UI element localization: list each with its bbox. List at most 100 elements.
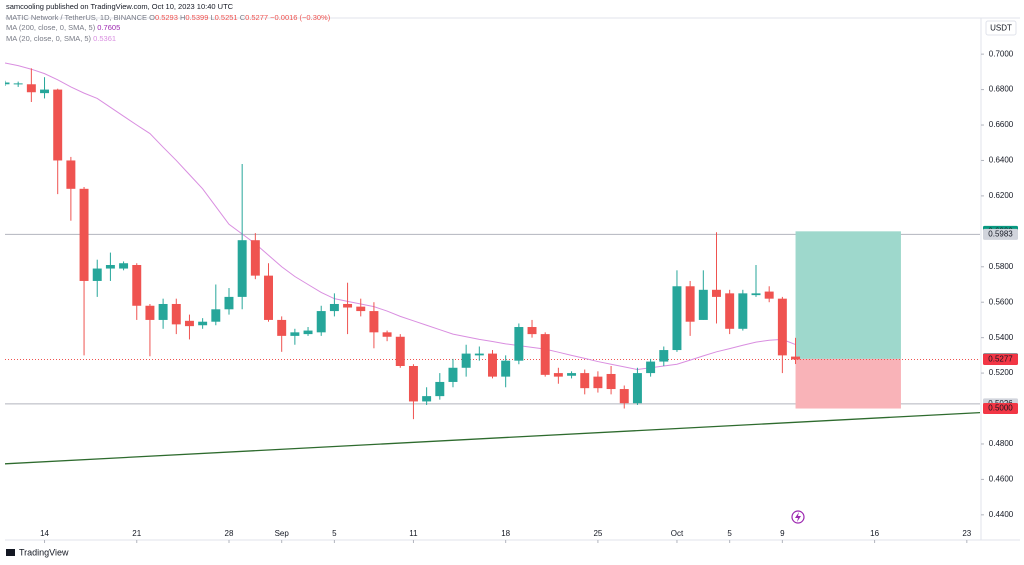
currency-box <box>985 20 1017 36</box>
candle-body <box>303 330 313 335</box>
y-tick-label: 0.5400 <box>989 333 1014 342</box>
candle-body <box>606 373 616 390</box>
candle-body <box>567 373 577 376</box>
candle-body <box>158 303 168 320</box>
candle-body <box>791 356 801 360</box>
candle-body <box>198 321 208 326</box>
ma-name: MA (200, close, 0, SMA, 5) <box>6 23 96 32</box>
ohlc-value: 0.5277 <box>245 12 269 22</box>
candle-body <box>738 293 748 329</box>
candle-body <box>26 84 36 93</box>
y-tick-label: 0.6600 <box>989 120 1014 129</box>
symbol-title: MATIC Network / TetherUS, 1D, BINANCE <box>6 12 148 22</box>
candle-body <box>119 263 129 269</box>
candle-body <box>250 240 260 276</box>
candle-body <box>408 366 418 402</box>
candle-body <box>448 367 458 382</box>
ma-name: MA (20, close, 0, SMA, 5) <box>6 33 92 43</box>
event-bolt <box>795 512 801 522</box>
x-tick-label: 25 <box>593 529 602 538</box>
candle-body <box>290 332 300 336</box>
candle-body <box>725 293 735 329</box>
y-tick-label: 0.4800 <box>989 439 1014 448</box>
candle-body <box>540 334 550 375</box>
candle-body <box>277 319 287 336</box>
candle-body <box>105 265 115 269</box>
candle-body <box>66 160 76 189</box>
brand-logo <box>6 549 15 556</box>
price-tag <box>983 353 1018 365</box>
candle-body <box>145 305 155 320</box>
currency: USDT <box>990 24 1012 33</box>
y-tick-label: 0.4400 <box>989 510 1014 519</box>
ohlc-value: 0.5399 <box>185 12 209 22</box>
change: −0.0016 (−0.30%) <box>270 12 331 22</box>
candle-body <box>422 396 432 402</box>
brand: TradingView <box>19 547 69 557</box>
ma-row: MA (20, close, 0, SMA, 5) 0.5361 <box>6 34 330 45</box>
candle-body <box>382 332 392 337</box>
candle-body <box>527 327 537 335</box>
x-tick-label: 9 <box>780 529 785 538</box>
ma-row: MA (200, close, 0, SMA, 5) 0.7605 <box>6 23 330 34</box>
y-tick-label: 0.7000 <box>989 49 1014 58</box>
candle-body <box>5 82 10 85</box>
candle-body <box>356 306 366 312</box>
x-tick-label: 11 <box>409 529 418 538</box>
candle-body <box>316 311 326 333</box>
price-tag <box>983 403 1018 415</box>
price-tag <box>983 228 1018 240</box>
candle-body <box>40 89 50 94</box>
ohlc-label: L <box>210 12 215 22</box>
attribution: samcooling published on TradingView.com,… <box>6 2 234 11</box>
candle-body <box>184 320 194 327</box>
trendline <box>5 411 980 465</box>
ma-value: 0.5361 <box>93 33 117 43</box>
candle-body <box>593 376 603 389</box>
candle-body <box>501 360 511 377</box>
x-tick-label: 5 <box>727 529 732 538</box>
y-tick-label: 0.5200 <box>989 368 1014 377</box>
x-tick-label: 28 <box>225 529 234 538</box>
candle-body <box>764 291 774 299</box>
ohlc-label: C <box>239 12 246 22</box>
event-icon[interactable] <box>791 510 805 524</box>
candle-body <box>395 336 405 366</box>
candle-body <box>132 265 142 306</box>
y-tick-label: 0.4600 <box>989 475 1014 484</box>
y-tick-label: 0.5600 <box>989 297 1014 306</box>
attribution-row: samcooling published on TradingView.com,… <box>6 2 330 13</box>
candle-body <box>171 303 181 325</box>
y-tick-label: 0.6400 <box>989 156 1014 165</box>
candle-body <box>698 289 708 320</box>
x-tick-label: 14 <box>40 529 49 538</box>
x-tick-label: 16 <box>870 529 879 538</box>
price-tag-label: 0.5277 <box>988 355 1013 364</box>
profit-zone <box>795 231 901 359</box>
x-tick-label: 21 <box>132 529 141 538</box>
candle-body <box>369 311 379 333</box>
candle-body <box>632 373 642 404</box>
price-tag-label: 0.5983 <box>988 229 1013 238</box>
candle-body <box>237 240 247 297</box>
candle-body <box>13 83 23 85</box>
ohlc-label: O <box>149 12 155 22</box>
candle-body <box>79 188 89 281</box>
candle-body <box>514 327 524 361</box>
candle-body <box>92 268 102 281</box>
x-tick-label: Oct <box>671 529 684 538</box>
candle-body <box>329 303 339 312</box>
price-tag-label: 0.5000 <box>988 404 1013 413</box>
ohlc-value: 0.5293 <box>154 12 178 22</box>
y-tick-label: 0.6200 <box>989 191 1014 200</box>
symbol-row: MATIC Network / TetherUS, 1D, BINANCE O0… <box>6 13 330 24</box>
candle-body <box>777 298 787 356</box>
x-tick-label: Sep <box>275 529 290 538</box>
candle-body <box>553 373 563 377</box>
ohlc-label: H <box>180 12 186 22</box>
candle-body <box>619 389 629 404</box>
candle-body <box>435 381 445 397</box>
candle-body <box>672 286 682 351</box>
y-tick-label: 0.6800 <box>989 85 1014 94</box>
